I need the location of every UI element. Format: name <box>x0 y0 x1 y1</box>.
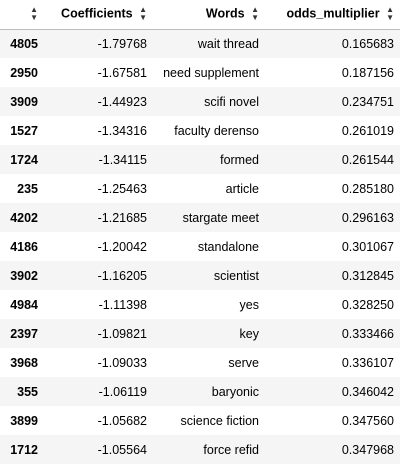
table-row: 1712 -1.05564 force refid 0.347968 <box>0 435 400 464</box>
table-row: 3899 -1.05682 science fiction 0.347560 <box>0 406 400 435</box>
cell-words: scifi novel <box>204 94 259 109</box>
sort-up-down-icon[interactable]: ▲ ▼ <box>251 5 259 23</box>
table-row: 4984 -1.11398 yes 0.328250 <box>0 290 400 319</box>
cell-odds-multiplier: 0.187156 <box>341 65 394 80</box>
cell-odds-multiplier: 0.336107 <box>341 355 394 370</box>
row-index: 2397 <box>10 326 38 341</box>
column-header-label: Coefficients <box>61 6 133 21</box>
column-header-label: Words <box>205 6 245 21</box>
row-index: 3899 <box>10 413 38 428</box>
cell-words: standalone <box>197 239 259 254</box>
cell-words: force refid <box>203 442 259 457</box>
row-index: 4202 <box>10 210 38 225</box>
cell-words: need supplement <box>163 65 259 80</box>
cell-odds-multiplier: 0.285180 <box>341 181 394 196</box>
table-row: 2950 -1.67581 need supplement 0.187156 <box>0 58 400 87</box>
cell-odds-multiplier: 0.347968 <box>341 442 394 457</box>
cell-words: science fiction <box>180 413 259 428</box>
cell-coefficients: -1.09821 <box>97 326 147 341</box>
table-row: 2397 -1.09821 key 0.333466 <box>0 319 400 348</box>
row-index: 3968 <box>10 355 38 370</box>
cell-coefficients: -1.34316 <box>97 123 147 138</box>
cell-coefficients: -1.44923 <box>97 94 147 109</box>
table-row: 3909 -1.44923 scifi novel 0.234751 <box>0 87 400 116</box>
table-body: 4805 -1.79768 wait thread 0.165683 2950 … <box>0 29 400 464</box>
cell-coefficients: -1.34115 <box>98 152 147 167</box>
column-header-index[interactable]: ▲ ▼ <box>0 0 44 29</box>
cell-odds-multiplier: 0.347560 <box>341 413 394 428</box>
cell-odds-multiplier: 0.296163 <box>341 210 394 225</box>
row-index: 4805 <box>10 36 38 51</box>
cell-words: key <box>239 326 259 341</box>
cell-words: wait thread <box>197 36 259 51</box>
header-row: ▲ ▼ Coefficients ▲ ▼ Words ▲ ▼ odds_multipl… <box>0 0 400 29</box>
cell-coefficients: -1.67581 <box>97 65 147 80</box>
cell-words: serve <box>228 355 259 370</box>
cell-odds-multiplier: 0.328250 <box>341 297 394 312</box>
cell-odds-multiplier: 0.234751 <box>341 94 394 109</box>
cell-odds-multiplier: 0.346042 <box>341 384 394 399</box>
row-index: 355 <box>17 384 38 399</box>
cell-coefficients: -1.79768 <box>97 36 147 51</box>
row-index: 1712 <box>10 442 38 457</box>
cell-odds-multiplier: 0.301067 <box>341 239 394 254</box>
cell-coefficients: -1.11398 <box>98 297 147 312</box>
sort-up-down-icon[interactable]: ▲ ▼ <box>139 5 147 23</box>
cell-coefficients: -1.05682 <box>97 413 147 428</box>
cell-coefficients: -1.05564 <box>97 442 147 457</box>
sort-up-down-icon[interactable]: ▲ ▼ <box>386 5 394 23</box>
row-index: 2950 <box>10 65 38 80</box>
row-index: 1724 <box>10 152 38 167</box>
row-index: 3902 <box>10 268 38 283</box>
table-row: 355 -1.06119 baryonic 0.346042 <box>0 377 400 406</box>
cell-words: scientist <box>213 268 259 283</box>
column-header-coefficients[interactable]: Coefficients ▲ ▼ <box>44 0 153 29</box>
cell-coefficients: -1.06119 <box>98 384 147 399</box>
table-header: ▲ ▼ Coefficients ▲ ▼ Words ▲ ▼ odds_multipl… <box>0 0 400 29</box>
row-index: 3909 <box>10 94 38 109</box>
table-row: 235 -1.25463 article 0.285180 <box>0 174 400 203</box>
row-index: 4186 <box>10 239 38 254</box>
cell-words: yes <box>239 297 259 312</box>
cell-words: faculty derenso <box>174 123 259 138</box>
cell-coefficients: -1.25463 <box>97 181 147 196</box>
cell-words: formed <box>220 152 259 167</box>
table-row: 3968 -1.09033 serve 0.336107 <box>0 348 400 377</box>
column-header-label: odds_multiplier <box>286 6 380 21</box>
cell-words: baryonic <box>211 384 259 399</box>
cell-coefficients: -1.16205 <box>97 268 147 283</box>
row-index: 235 <box>17 181 38 196</box>
table-row: 4805 -1.79768 wait thread 0.165683 <box>0 29 400 58</box>
table-row: 3902 -1.16205 scientist 0.312845 <box>0 261 400 290</box>
table-row: 1724 -1.34115 formed 0.261544 <box>0 145 400 174</box>
cell-odds-multiplier: 0.261019 <box>341 123 394 138</box>
cell-odds-multiplier: 0.312845 <box>341 268 394 283</box>
row-index: 4984 <box>10 297 38 312</box>
sort-up-down-icon[interactable]: ▲ ▼ <box>30 5 38 23</box>
table-row: 4186 -1.20042 standalone 0.301067 <box>0 232 400 261</box>
cell-coefficients: -1.20042 <box>97 239 147 254</box>
cell-coefficients: -1.09033 <box>97 355 147 370</box>
cell-words: article <box>225 181 259 196</box>
table-row: 1527 -1.34316 faculty derenso 0.261019 <box>0 116 400 145</box>
cell-coefficients: -1.21685 <box>97 210 147 225</box>
column-header-odds-multiplier[interactable]: odds_multiplier ▲ ▼ <box>265 0 400 29</box>
cell-odds-multiplier: 0.165683 <box>341 36 394 51</box>
column-header-words[interactable]: Words ▲ ▼ <box>153 0 265 29</box>
cell-words: stargate meet <box>182 210 259 225</box>
cell-odds-multiplier: 0.261544 <box>341 152 394 167</box>
table-row: 4202 -1.21685 stargate meet 0.296163 <box>0 203 400 232</box>
row-index: 1527 <box>10 123 38 138</box>
cell-odds-multiplier: 0.333466 <box>341 326 394 341</box>
